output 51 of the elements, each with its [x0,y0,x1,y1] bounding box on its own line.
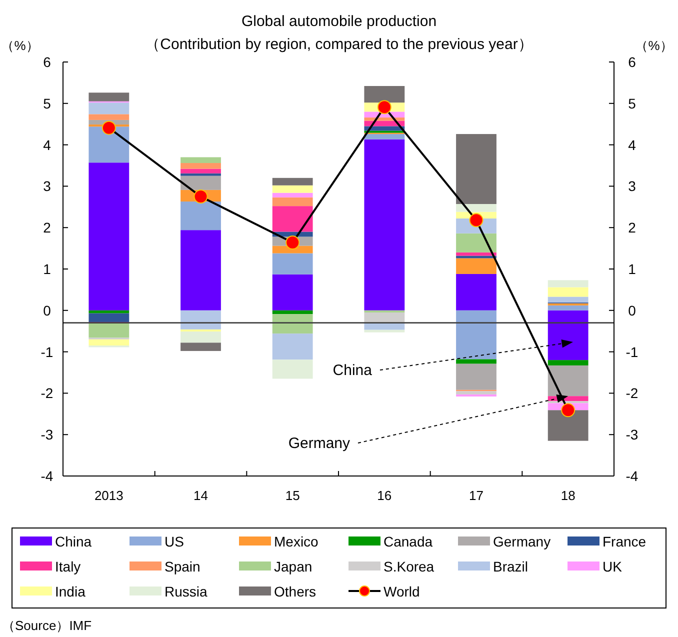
y2-tick-label: 5 [628,95,636,112]
x-tick-label: 17 [469,488,484,503]
y-tick-label: 2 [43,220,52,236]
y2-tick-label: 1 [628,261,636,277]
y-tick-label: 4 [43,136,52,153]
y-tick-label: 3 [43,178,52,194]
legend-label: Mexico [274,534,319,550]
y-tick-label: -2 [40,385,54,402]
y2-tick-label: 0 [628,302,636,318]
y2-tick-label: -2 [626,385,638,402]
legend-label: US [164,534,184,550]
legend-label: World [384,584,420,600]
y2-tick-label: 3 [628,178,636,194]
legend-label: Japan [274,558,312,574]
y-tick-label: -1 [40,344,54,360]
y-tick-label: -4 [40,468,54,484]
x-tick-label: 16 [377,488,392,503]
x-tick-label: 14 [194,488,208,503]
y-tick-label: 0 [43,302,52,318]
chart-subtitle: （Contribution by region, compared to the previous year） [145,36,533,53]
x-tick-label: 15 [285,488,300,503]
legend-label: UK [602,558,623,574]
legend-label: Canada [384,534,433,550]
annotation: Germany [288,435,350,452]
y2-tick-label: -4 [626,468,638,484]
y-tick-label: 6 [43,54,52,70]
y2-axis-title: （%） [635,38,673,53]
y2-tick-label: 2 [628,220,636,236]
x-tick-label: 2013 [94,488,124,503]
chart-title: Global automobile production [241,13,437,30]
x-tick-label: 18 [560,488,576,503]
annotation: China [332,362,373,379]
legend-label: Spain [164,558,200,574]
legend-label: China [55,534,92,550]
legend-label: Italy [55,558,81,574]
legend-label: India [55,584,86,600]
legend-label: Brazil [493,558,528,574]
y2-tick-label: -1 [626,344,638,360]
legend-label: S.Korea [384,558,434,574]
legend-label: France [602,534,646,550]
y-tick-label: 5 [43,95,52,112]
y-tick-label: -3 [40,426,54,443]
legend-label: Russia [164,584,208,600]
y2-tick-label: -3 [626,426,638,443]
legend-label: Others [274,584,316,600]
y2-tick-label: 6 [628,54,636,70]
legend-label: Germany [493,534,551,550]
y-axis-title: （%） [1,38,39,53]
y-tick-label: 1 [43,261,52,277]
y2-tick-label: 4 [628,136,636,153]
text: （Source）IMF [2,618,92,633]
